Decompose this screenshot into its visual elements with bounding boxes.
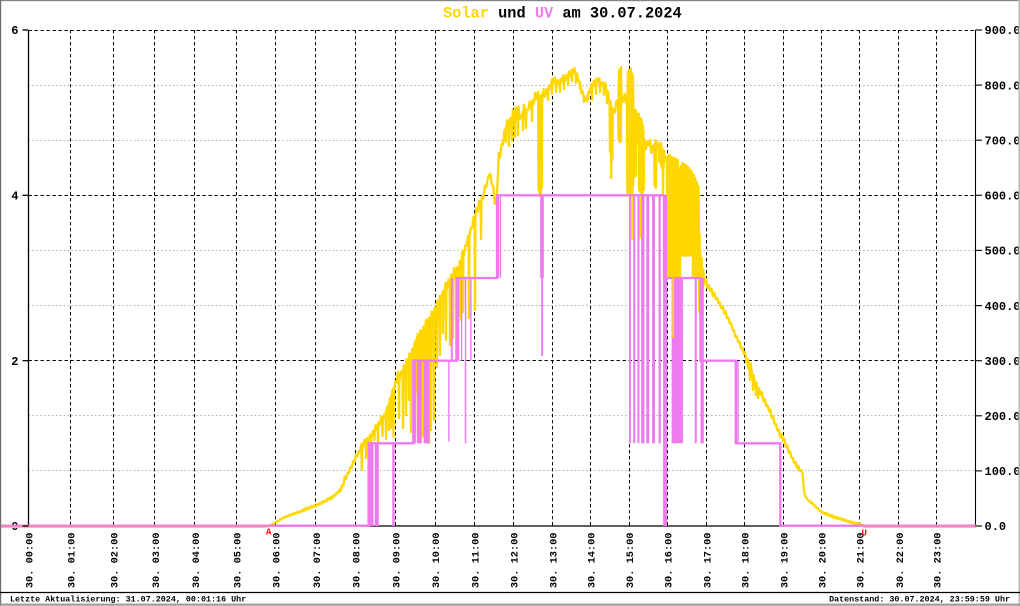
svg-text:30. 19:00: 30. 19:00	[780, 533, 792, 589]
svg-text:0.0: 0.0	[985, 520, 1007, 534]
svg-text:2: 2	[11, 355, 18, 369]
svg-text:30. 01:00: 30. 01:00	[67, 533, 79, 589]
svg-text:4: 4	[11, 190, 18, 204]
svg-text:100.0: 100.0	[985, 465, 1020, 479]
svg-text:30. 09:00: 30. 09:00	[391, 533, 403, 589]
svg-text:30. 16:00: 30. 16:00	[663, 533, 675, 589]
svg-text:400.0: 400.0	[985, 300, 1020, 314]
svg-text:900.0: 900.0	[985, 24, 1020, 38]
svg-text:30. 21:00: 30. 21:00	[856, 533, 868, 589]
svg-text:30. 22:00: 30. 22:00	[895, 533, 907, 589]
svg-text:30. 11:00: 30. 11:00	[470, 533, 482, 589]
svg-text:30. 06:00: 30. 06:00	[271, 533, 283, 589]
svg-text:U: U	[862, 529, 867, 539]
svg-text:500.0: 500.0	[985, 245, 1020, 259]
svg-text:30. 15:00: 30. 15:00	[625, 533, 637, 589]
svg-text:700.0: 700.0	[985, 134, 1020, 148]
svg-text:600.0: 600.0	[985, 190, 1020, 204]
svg-text:30. 07:00: 30. 07:00	[312, 533, 324, 589]
svg-text:30. 20:00: 30. 20:00	[817, 533, 829, 589]
svg-text:30. 17:00: 30. 17:00	[702, 533, 714, 589]
svg-text:200.0: 200.0	[985, 410, 1020, 424]
svg-text:800.0: 800.0	[985, 79, 1020, 93]
svg-text:6: 6	[11, 24, 18, 38]
svg-text:30. 04:00: 30. 04:00	[191, 533, 203, 589]
svg-text:30. 02:00: 30. 02:00	[110, 533, 122, 589]
svg-text:30. 10:00: 30. 10:00	[431, 533, 443, 589]
svg-text:30. 00:00: 30. 00:00	[25, 533, 37, 589]
svg-text:30. 14:00: 30. 14:00	[587, 533, 599, 589]
svg-text:30. 18:00: 30. 18:00	[741, 533, 753, 589]
svg-text:30. 03:00: 30. 03:00	[151, 533, 163, 589]
svg-text:Datenstand: 30.07.2024, 23:59:: Datenstand: 30.07.2024, 23:59:59 Uhr	[829, 594, 1010, 604]
svg-text:Solar und UV am 30.07.2024: Solar und UV am 30.07.2024	[443, 5, 682, 23]
svg-text:A: A	[266, 528, 272, 538]
svg-text:30. 08:00: 30. 08:00	[352, 533, 364, 589]
svg-text:300.0: 300.0	[985, 355, 1020, 369]
svg-text:30. 05:00: 30. 05:00	[233, 533, 245, 589]
svg-text:30. 12:00: 30. 12:00	[510, 533, 522, 589]
svg-text:Letzte Aktualisierung: 31.07.2: Letzte Aktualisierung: 31.07.2024, 00:01…	[10, 594, 246, 604]
svg-text:30. 23:00: 30. 23:00	[932, 533, 944, 589]
svg-text:30. 13:00: 30. 13:00	[548, 533, 560, 589]
